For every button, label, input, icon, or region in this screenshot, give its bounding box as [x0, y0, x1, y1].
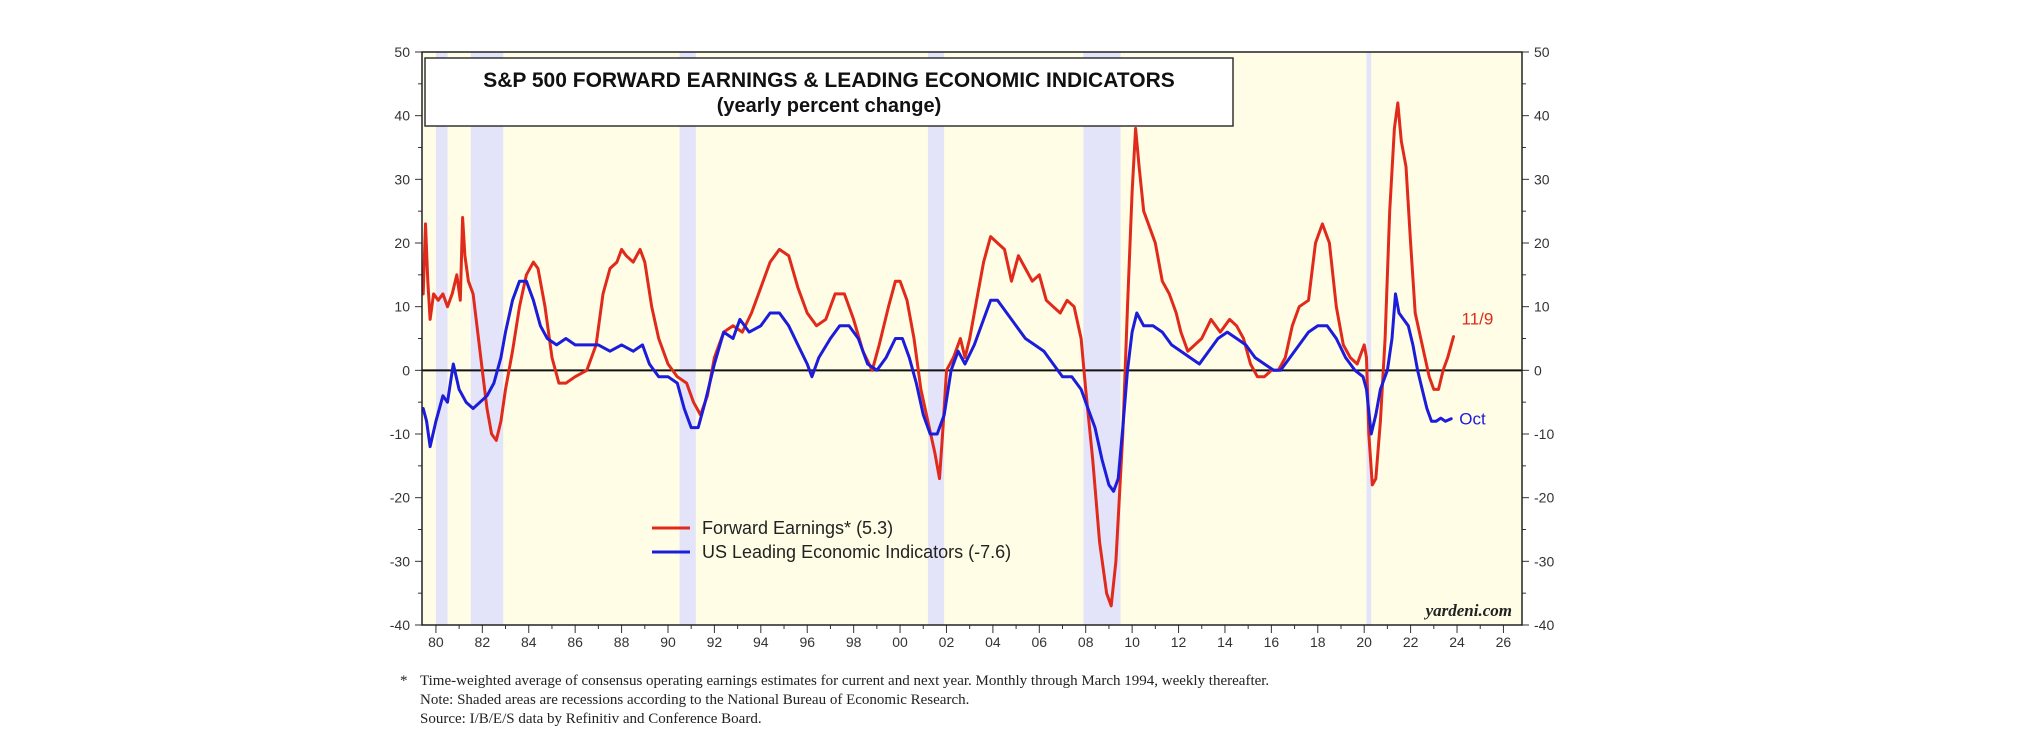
x-tick-label: 22 [1403, 634, 1419, 650]
y-tick-label-right: 50 [1534, 44, 1550, 60]
x-tick-label: 18 [1310, 634, 1326, 650]
y-tick-label-left: -40 [390, 617, 410, 633]
x-tick-label: 04 [985, 634, 1001, 650]
footnotes: * Time-weighted average of consensus oper… [400, 672, 2000, 729]
x-tick-label: 26 [1496, 634, 1512, 650]
recession-band [435, 52, 448, 625]
x-tick-label: 80 [428, 634, 444, 650]
y-tick-label-right: 20 [1534, 235, 1550, 251]
y-tick-label-left: 30 [394, 171, 410, 187]
y-tick-label-left: 0 [402, 362, 410, 378]
x-tick-label: 96 [799, 634, 815, 650]
x-tick-label: 06 [1032, 634, 1048, 650]
y-tick-label-right: 0 [1534, 362, 1542, 378]
x-tick-label: 94 [753, 634, 769, 650]
x-tick-label: 02 [939, 634, 955, 650]
x-tick-label: 00 [892, 634, 908, 650]
end-label-forward-earnings: 11/9 [1462, 310, 1494, 329]
x-tick-label: 10 [1124, 634, 1140, 650]
x-tick-label: 90 [660, 634, 676, 650]
y-tick-label-left: -30 [390, 553, 410, 569]
chart-subtitle: (yearly percent change) [717, 95, 942, 117]
plot-area [422, 52, 1522, 625]
recession-band [679, 52, 696, 625]
footnote-star-mark: * [400, 673, 408, 689]
footnote-source: Source: I/B/E/S data by Refinitiv and Co… [420, 711, 762, 727]
recession-band [927, 52, 945, 625]
brand-watermark: yardeni.com [1424, 601, 1512, 620]
legend: Forward Earnings* (5.3) US Leading Econo… [652, 518, 1011, 562]
recession-shading [435, 52, 1372, 625]
x-tick-label: 16 [1264, 634, 1280, 650]
y-tick-label-left: 10 [394, 299, 410, 315]
x-tick-label: 08 [1078, 634, 1094, 650]
x-tick-label: 20 [1356, 634, 1372, 650]
recession-band [470, 52, 504, 625]
x-tick-label: 86 [567, 634, 583, 650]
end-label-lei: Oct [1459, 410, 1486, 429]
y-tick-label-right: -40 [1534, 617, 1554, 633]
x-tick-label: 14 [1217, 634, 1233, 650]
y-tick-label-right: -30 [1534, 553, 1554, 569]
legend-label-lei: US Leading Economic Indicators (-7.6) [702, 542, 1011, 562]
y-tick-label-right: -20 [1534, 490, 1554, 506]
chart-title: S&P 500 FORWARD EARNINGS & LEADING ECONO… [483, 69, 1175, 92]
y-tick-label-left: -10 [390, 426, 410, 442]
y-tick-label-left: -20 [390, 490, 410, 506]
y-tick-label-left: 20 [394, 235, 410, 251]
y-tick-label-right: 40 [1534, 108, 1550, 124]
y-tick-label-left: 50 [394, 44, 410, 60]
x-tick-label: 82 [475, 634, 491, 650]
series-line-leading-indicators [421, 279, 1453, 493]
footnote-star: * Time-weighted average of consensus oper… [400, 672, 2000, 691]
plot-border [421, 51, 1523, 626]
legend-label-forward-earnings: Forward Earnings* (5.3) [702, 518, 893, 538]
y-tick-label-right: 30 [1534, 171, 1550, 187]
recession-band [1083, 52, 1121, 625]
footnote-note: Note: Shaded areas are recessions accord… [420, 692, 970, 708]
footnote-star-text: Time-weighted average of consensus opera… [420, 673, 1270, 689]
y-tick-label-left: 40 [394, 108, 410, 124]
x-tick-label: 88 [614, 634, 630, 650]
x-tick-label: 12 [1171, 634, 1187, 650]
y-tick-label-right: 10 [1534, 299, 1550, 315]
series-lines [421, 101, 1455, 608]
x-tick-label: 24 [1449, 634, 1465, 650]
x-tick-label: 98 [846, 634, 862, 650]
series-line-forward-earnings [421, 101, 1455, 608]
recession-band [1366, 52, 1372, 625]
title-box: S&P 500 FORWARD EARNINGS & LEADING ECONO… [424, 57, 1234, 127]
x-tick-label: 84 [521, 634, 537, 650]
x-tick-label: 92 [707, 634, 723, 650]
y-tick-label-right: -10 [1534, 426, 1554, 442]
